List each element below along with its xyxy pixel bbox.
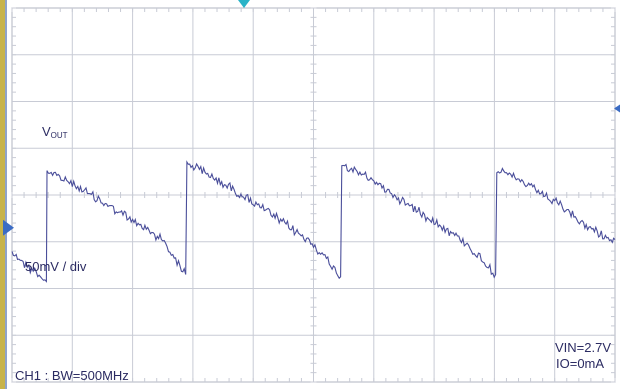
- channel-bandwidth-label: CH1 : BW=500MHz: [15, 368, 129, 383]
- vertical-scale-label: 50mV / div: [25, 259, 87, 274]
- ground-level-marker: [3, 219, 14, 236]
- left-channel-bar: [0, 0, 5, 389]
- trigger-position-marker: [238, 0, 250, 8]
- io-condition-label: IO=0mA: [556, 356, 605, 371]
- graticule: [11, 7, 616, 383]
- vout-label: VOUT: [42, 124, 68, 140]
- vout-trace: [11, 160, 616, 283]
- vin-condition-label: VIN=2.7V: [555, 340, 612, 355]
- trigger-level-marker: [614, 104, 620, 113]
- left-channel-bar-edge: [5, 0, 7, 389]
